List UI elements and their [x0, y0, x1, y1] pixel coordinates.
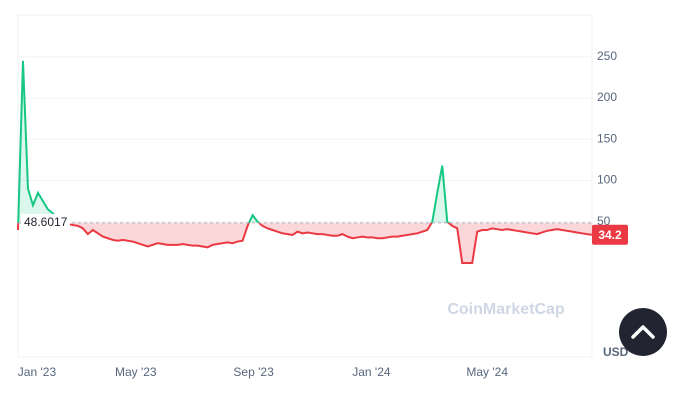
price-tag [592, 224, 628, 245]
y-tick-label: 150 [597, 131, 617, 145]
plot-frame [17, 14, 593, 358]
baseline-label: 48.6017 [24, 215, 68, 229]
x-tick-label: May '24 [466, 365, 508, 379]
line-down [17, 222, 593, 264]
scroll-top-button[interactable] [619, 308, 667, 356]
x-tick-label: May '23 [115, 365, 157, 379]
watermark: CoinMarketCap [447, 301, 565, 318]
x-tick-label: Jan '23 [18, 365, 57, 379]
y-tick-label: 250 [597, 49, 617, 63]
x-tick-label: Jan '24 [352, 365, 391, 379]
y-tick-label: 50 [597, 214, 611, 228]
y-tick-label: 200 [597, 90, 617, 104]
y-tick-label: 100 [597, 173, 617, 187]
chevron-icon [631, 325, 655, 339]
baseline-label-bg [21, 213, 70, 230]
x-tick-label: Sep '23 [233, 365, 274, 379]
area-down [18, 222, 592, 263]
price-label: 34.2 [598, 228, 622, 242]
currency: USD [603, 345, 629, 359]
